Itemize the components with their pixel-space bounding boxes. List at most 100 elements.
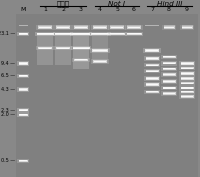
FancyBboxPatch shape — [18, 33, 28, 35]
FancyBboxPatch shape — [146, 77, 158, 80]
FancyBboxPatch shape — [145, 25, 159, 27]
FancyBboxPatch shape — [179, 86, 195, 90]
FancyBboxPatch shape — [72, 33, 90, 35]
FancyBboxPatch shape — [181, 77, 194, 80]
FancyBboxPatch shape — [125, 32, 143, 36]
FancyBboxPatch shape — [181, 91, 194, 93]
FancyBboxPatch shape — [38, 47, 52, 49]
FancyBboxPatch shape — [57, 27, 69, 28]
FancyBboxPatch shape — [179, 94, 195, 99]
FancyBboxPatch shape — [146, 64, 158, 65]
FancyBboxPatch shape — [162, 73, 176, 76]
Text: 5: 5 — [115, 7, 119, 12]
FancyBboxPatch shape — [57, 48, 69, 49]
FancyBboxPatch shape — [162, 80, 176, 83]
FancyBboxPatch shape — [181, 62, 194, 65]
FancyBboxPatch shape — [110, 33, 124, 34]
Text: 4: 4 — [98, 7, 102, 12]
FancyBboxPatch shape — [74, 59, 88, 61]
FancyBboxPatch shape — [181, 91, 193, 92]
FancyBboxPatch shape — [108, 25, 126, 30]
FancyBboxPatch shape — [127, 26, 141, 29]
FancyBboxPatch shape — [146, 50, 158, 51]
FancyBboxPatch shape — [179, 61, 195, 66]
FancyBboxPatch shape — [146, 70, 158, 72]
FancyBboxPatch shape — [39, 27, 51, 28]
FancyBboxPatch shape — [146, 58, 158, 59]
FancyBboxPatch shape — [93, 25, 107, 27]
FancyBboxPatch shape — [146, 64, 158, 66]
FancyBboxPatch shape — [161, 61, 177, 65]
FancyBboxPatch shape — [17, 159, 29, 163]
FancyBboxPatch shape — [181, 96, 193, 97]
Text: 9: 9 — [185, 7, 189, 12]
FancyBboxPatch shape — [161, 55, 177, 59]
FancyBboxPatch shape — [162, 68, 176, 70]
FancyBboxPatch shape — [181, 82, 194, 84]
FancyBboxPatch shape — [75, 59, 87, 61]
FancyBboxPatch shape — [181, 67, 194, 69]
Text: 6.5 —: 6.5 — — [1, 73, 15, 78]
FancyBboxPatch shape — [36, 25, 54, 30]
FancyBboxPatch shape — [91, 59, 109, 64]
FancyBboxPatch shape — [53, 32, 73, 36]
FancyBboxPatch shape — [94, 27, 106, 28]
FancyBboxPatch shape — [162, 62, 176, 64]
FancyBboxPatch shape — [164, 27, 174, 28]
Text: 0.5 —: 0.5 — — [1, 158, 15, 163]
FancyBboxPatch shape — [181, 68, 193, 69]
FancyBboxPatch shape — [37, 34, 53, 65]
FancyBboxPatch shape — [127, 33, 142, 35]
FancyBboxPatch shape — [54, 46, 72, 50]
FancyBboxPatch shape — [180, 25, 194, 30]
FancyBboxPatch shape — [163, 74, 175, 75]
FancyBboxPatch shape — [73, 34, 89, 69]
FancyBboxPatch shape — [73, 33, 89, 34]
FancyBboxPatch shape — [19, 110, 27, 111]
FancyBboxPatch shape — [163, 68, 175, 70]
FancyBboxPatch shape — [17, 87, 29, 92]
Text: 未切断: 未切断 — [56, 1, 70, 7]
FancyBboxPatch shape — [93, 60, 107, 63]
FancyBboxPatch shape — [161, 86, 177, 90]
FancyBboxPatch shape — [110, 26, 124, 29]
FancyBboxPatch shape — [163, 81, 175, 82]
FancyBboxPatch shape — [35, 32, 55, 36]
FancyBboxPatch shape — [91, 25, 109, 30]
FancyBboxPatch shape — [17, 113, 29, 117]
FancyBboxPatch shape — [19, 75, 27, 76]
Text: 23.1 —: 23.1 — — [0, 31, 15, 36]
FancyBboxPatch shape — [181, 83, 193, 84]
FancyBboxPatch shape — [93, 26, 107, 29]
FancyBboxPatch shape — [127, 33, 141, 34]
FancyBboxPatch shape — [36, 33, 54, 35]
FancyBboxPatch shape — [71, 46, 91, 50]
Text: 7: 7 — [150, 7, 154, 12]
FancyBboxPatch shape — [163, 63, 175, 64]
FancyBboxPatch shape — [70, 32, 92, 36]
FancyBboxPatch shape — [181, 95, 194, 98]
FancyBboxPatch shape — [144, 82, 160, 87]
FancyBboxPatch shape — [72, 58, 90, 62]
FancyBboxPatch shape — [146, 83, 158, 86]
FancyBboxPatch shape — [163, 56, 175, 58]
Text: 2: 2 — [61, 7, 65, 12]
Text: 6: 6 — [132, 7, 136, 12]
FancyBboxPatch shape — [56, 47, 70, 49]
FancyBboxPatch shape — [146, 71, 158, 72]
FancyBboxPatch shape — [38, 26, 52, 29]
FancyBboxPatch shape — [92, 33, 108, 34]
FancyBboxPatch shape — [17, 73, 29, 78]
FancyBboxPatch shape — [182, 25, 193, 27]
FancyBboxPatch shape — [19, 89, 27, 90]
FancyBboxPatch shape — [182, 27, 192, 28]
FancyBboxPatch shape — [73, 47, 90, 49]
FancyBboxPatch shape — [181, 78, 193, 79]
FancyBboxPatch shape — [144, 69, 160, 73]
Text: 9.4 —: 9.4 — — [1, 61, 15, 66]
FancyBboxPatch shape — [92, 34, 108, 63]
Text: Hind III: Hind III — [157, 1, 182, 7]
Text: 3: 3 — [79, 7, 83, 12]
FancyBboxPatch shape — [179, 90, 195, 94]
FancyBboxPatch shape — [145, 49, 159, 52]
